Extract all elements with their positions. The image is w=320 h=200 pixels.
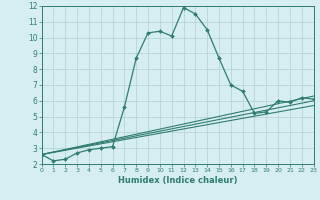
X-axis label: Humidex (Indice chaleur): Humidex (Indice chaleur) [118, 176, 237, 185]
